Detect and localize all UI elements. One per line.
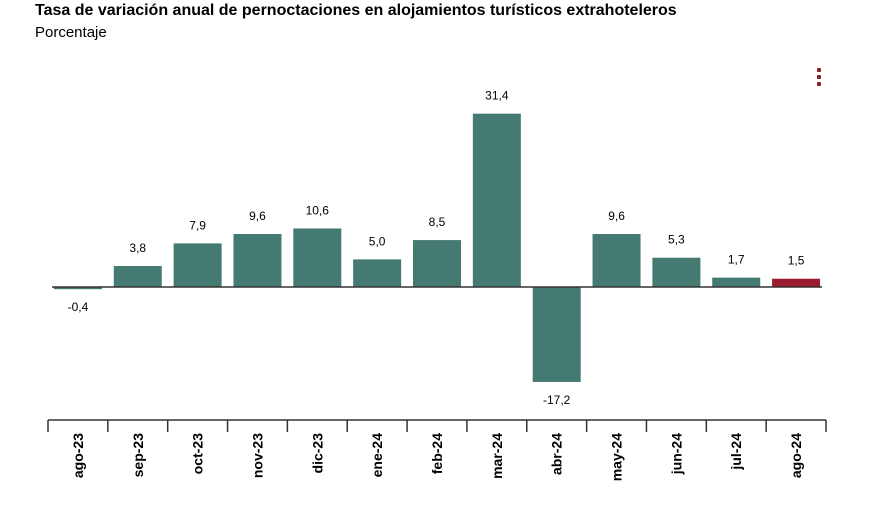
chart-subtitle: Porcentaje — [35, 24, 107, 41]
data-label-oct-23: 7,9 — [189, 218, 206, 232]
data-label-abr-24: -17,2 — [543, 393, 571, 407]
data-label-dic-23: 10,6 — [306, 203, 330, 217]
more-vertical-icon[interactable] — [814, 66, 824, 88]
data-label-mar-24: 31,4 — [485, 89, 509, 103]
bar-mar-24 — [472, 113, 521, 287]
bar-abr-24 — [532, 287, 581, 382]
x-tick-label-jul-24: jul-24 — [728, 433, 744, 471]
bar-jun-24 — [652, 257, 701, 287]
data-label-nov-23: 9,6 — [249, 209, 266, 223]
x-tick-label-may-24: may-24 — [609, 433, 625, 481]
bar-ene-24 — [353, 259, 402, 287]
data-label-ago-24: 1,5 — [788, 254, 805, 268]
x-tick-label-dic-23: dic-23 — [309, 433, 325, 474]
data-label-jun-24: 5,3 — [668, 233, 685, 247]
data-label-ago-23: -0,4 — [68, 300, 89, 314]
chart-title: Tasa de variación anual de pernoctacione… — [35, 2, 677, 19]
bar-dic-23 — [293, 228, 342, 287]
bar-oct-23 — [173, 243, 222, 287]
x-tick-label-sep-23: sep-23 — [130, 433, 146, 478]
x-tick-label-mar-24: mar-24 — [489, 433, 505, 479]
x-tick-label-abr-24: abr-24 — [549, 433, 565, 475]
bar-may-24 — [592, 234, 641, 287]
x-tick-label-jun-24: jun-24 — [668, 433, 684, 475]
x-tick-label-ene-24: ene-24 — [369, 433, 385, 478]
x-tick-label-oct-23: oct-23 — [190, 433, 206, 474]
data-label-may-24: 9,6 — [608, 209, 625, 223]
data-label-sep-23: 3,8 — [129, 241, 146, 255]
data-label-feb-24: 8,5 — [429, 215, 446, 229]
bar-feb-24 — [413, 240, 461, 287]
x-tick-label-nov-23: nov-23 — [249, 433, 265, 478]
data-label-ene-24: 5,0 — [369, 234, 386, 248]
bar-jul-24 — [712, 277, 761, 287]
bar-ago-23 — [53, 287, 102, 290]
x-tick-label-ago-24: ago-24 — [788, 433, 804, 478]
bar-ago-24 — [772, 278, 821, 287]
x-tick-label-ago-23: ago-23 — [70, 433, 86, 478]
x-tick-label-feb-24: feb-24 — [429, 433, 445, 474]
data-label-jul-24: 1,7 — [728, 253, 745, 267]
bar-nov-23 — [233, 234, 282, 287]
bar-sep-23 — [113, 266, 162, 287]
